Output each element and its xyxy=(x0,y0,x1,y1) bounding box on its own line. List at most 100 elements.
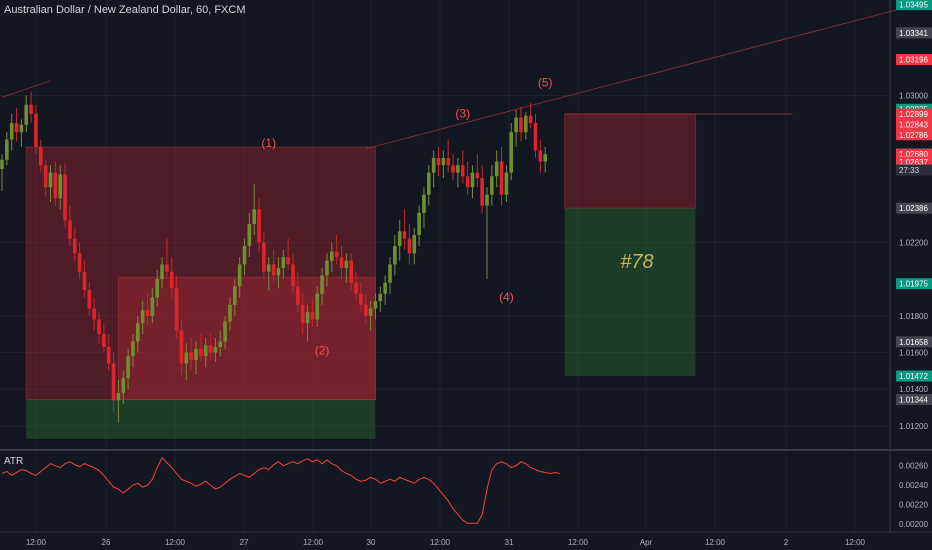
candle xyxy=(184,343,189,381)
price-tick-label: 1.03000 xyxy=(899,91,928,100)
candle xyxy=(504,165,509,202)
candle-body xyxy=(402,231,407,239)
candle-body xyxy=(58,174,62,199)
candle-body xyxy=(92,308,96,320)
wave-label: (4) xyxy=(499,290,514,304)
price-label-text: 1.01472 xyxy=(899,372,928,381)
candle xyxy=(19,119,24,147)
candle xyxy=(524,112,528,140)
candle-body xyxy=(43,165,48,188)
candle-body xyxy=(271,264,276,276)
candle-body xyxy=(247,224,252,247)
countdown-bg xyxy=(896,164,932,176)
candle-body xyxy=(465,176,470,188)
candle xyxy=(223,315,227,349)
candle xyxy=(402,209,407,250)
price-label-badge: 1.02843 xyxy=(896,118,932,130)
candle-body xyxy=(72,238,77,254)
candle xyxy=(543,146,547,173)
time-tick-label: 12:00 xyxy=(26,538,47,547)
candle-body xyxy=(199,348,203,357)
candle xyxy=(9,113,14,151)
time-tick-label: 30 xyxy=(367,538,376,547)
candle xyxy=(237,257,242,298)
candle-body xyxy=(203,345,208,357)
candle xyxy=(271,249,276,283)
candle-body xyxy=(383,282,387,294)
time-tick-label: 12:00 xyxy=(430,538,451,547)
candle-body xyxy=(24,104,29,125)
candle xyxy=(242,238,247,276)
candle xyxy=(252,183,256,236)
candle xyxy=(24,95,29,133)
candle-body xyxy=(77,253,82,272)
wave-label: (5) xyxy=(538,75,553,89)
candle xyxy=(427,165,431,206)
zone-box-green xyxy=(564,208,696,377)
candle xyxy=(140,301,145,335)
candle-body xyxy=(155,279,159,298)
candle xyxy=(203,337,208,368)
price-label-badge: 1.02899 xyxy=(896,108,932,120)
trendline xyxy=(1,80,51,98)
candle xyxy=(460,150,465,184)
candle xyxy=(97,312,101,344)
candle-body xyxy=(174,288,179,331)
candle xyxy=(82,260,87,298)
time-tick-label: 12:00 xyxy=(705,538,726,547)
candle-body xyxy=(189,352,193,360)
price-label-text: 1.01975 xyxy=(899,280,928,289)
candle-body xyxy=(393,246,397,265)
candle-body xyxy=(485,194,489,206)
candle xyxy=(169,257,174,298)
candle xyxy=(354,271,358,302)
candle-body xyxy=(140,310,145,324)
price-label-text: 1.03196 xyxy=(899,55,928,64)
zone-box-green xyxy=(26,399,376,439)
candle-body xyxy=(363,304,368,316)
atr-tick-label: 0.00260 xyxy=(899,462,928,471)
candle xyxy=(422,187,426,228)
candle-body xyxy=(509,132,514,173)
candle-body xyxy=(490,176,494,195)
candle-body xyxy=(184,352,189,364)
candle-body xyxy=(339,257,344,269)
candle-body xyxy=(368,308,373,316)
candle xyxy=(446,139,450,173)
price-label-bg xyxy=(896,202,932,214)
atr-tick-label: 0.00200 xyxy=(899,520,928,529)
candle xyxy=(39,139,43,173)
candle xyxy=(276,257,281,289)
price-label-bg xyxy=(896,53,932,65)
candle-body xyxy=(504,172,509,195)
candle-body xyxy=(0,159,4,169)
time-tick-label: 12:00 xyxy=(303,538,324,547)
candle-body xyxy=(359,293,363,305)
candle-body xyxy=(475,172,480,179)
candle xyxy=(470,165,475,199)
candle-body xyxy=(5,139,9,160)
candle-body xyxy=(233,286,237,305)
candle xyxy=(150,288,155,324)
candle xyxy=(533,113,538,158)
wave-label: (3) xyxy=(455,107,470,121)
candle-body xyxy=(470,172,475,188)
price-label-badge: 1.01472 xyxy=(896,370,932,382)
candle xyxy=(174,275,179,338)
candle-body xyxy=(276,268,281,276)
candle xyxy=(310,297,315,327)
candle xyxy=(490,165,494,206)
price-label-text: 1.01344 xyxy=(899,396,928,405)
price-label-badge: 1.02637 xyxy=(896,156,932,168)
candle xyxy=(441,150,446,179)
candle-body xyxy=(427,172,431,195)
candle-body xyxy=(528,115,533,124)
candle xyxy=(262,231,266,280)
candle xyxy=(480,165,484,213)
price-label-bg xyxy=(896,0,932,11)
candle-body xyxy=(29,104,33,114)
zone-box-red xyxy=(117,276,376,401)
candle-body xyxy=(165,264,169,272)
